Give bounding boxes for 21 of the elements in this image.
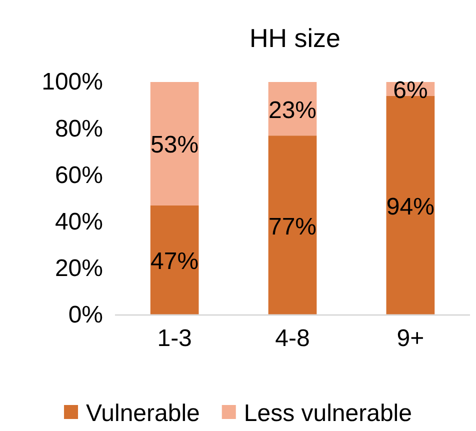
y-tick-label: 60% <box>54 162 103 189</box>
data-label: 47% <box>150 248 199 276</box>
chart-title: HH size <box>249 23 341 53</box>
y-tick-label: 100% <box>42 68 103 96</box>
bar <box>150 205 199 315</box>
y-tick-label: 80% <box>54 115 103 142</box>
data-label: 94% <box>386 193 434 220</box>
x-tick-label: 9+ <box>396 325 424 352</box>
y-tick-label: 40% <box>54 208 103 236</box>
y-tick-label: 0% <box>68 302 103 329</box>
legend-label: Vulnerable <box>86 400 200 427</box>
data-label: 6% <box>393 76 428 104</box>
y-tick-label: 20% <box>54 255 103 282</box>
bar <box>268 136 317 315</box>
data-label: 23% <box>268 96 317 124</box>
legend-label: Less vulnerable <box>244 400 412 427</box>
data-label: 77% <box>268 213 317 240</box>
data-label: 53% <box>150 132 199 159</box>
x-tick-label: 1-3 <box>157 325 192 352</box>
x-tick-label: 4-8 <box>275 325 310 352</box>
bar <box>150 82 199 206</box>
